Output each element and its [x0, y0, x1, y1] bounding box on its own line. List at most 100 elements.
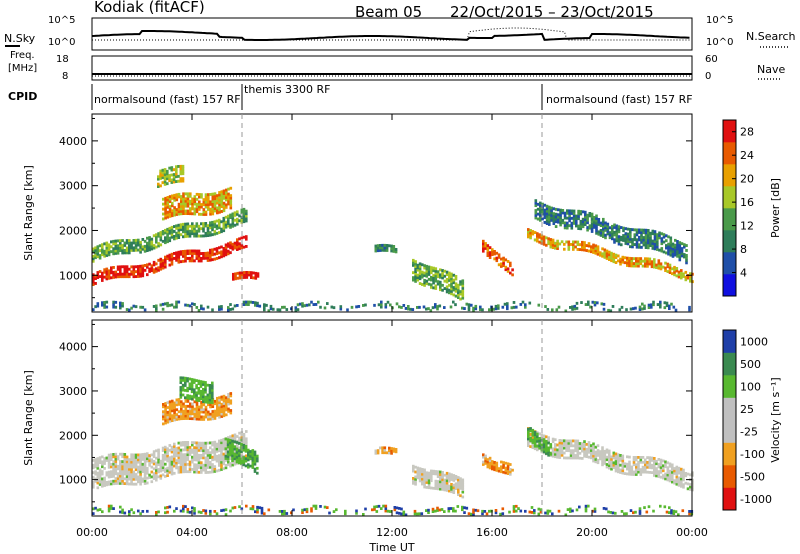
data-cell	[119, 301, 122, 305]
data-cell	[132, 463, 136, 467]
data-cell	[662, 265, 665, 269]
data-cell	[107, 480, 111, 484]
data-cell	[213, 467, 217, 471]
data-cell	[258, 304, 262, 308]
data-cell	[551, 440, 555, 443]
data-cell	[485, 512, 489, 516]
data-cell	[454, 487, 458, 490]
data-cell	[684, 481, 688, 485]
data-cell	[481, 308, 484, 312]
data-cell	[105, 305, 109, 309]
data-cell	[563, 221, 567, 225]
data-cell	[301, 304, 304, 308]
data-cell	[227, 242, 230, 246]
data-cell	[605, 507, 608, 511]
data-cell	[114, 275, 118, 279]
data-cell	[139, 477, 142, 481]
data-cell	[565, 446, 568, 450]
data-cell	[559, 216, 562, 219]
data-cell	[412, 271, 415, 275]
data-cell	[630, 259, 634, 263]
data-cell	[112, 479, 115, 483]
data-cell	[542, 242, 546, 246]
data-cell	[585, 455, 589, 458]
data-cell	[204, 468, 208, 472]
data-cell	[557, 213, 560, 217]
data-cell	[577, 217, 580, 221]
data-cell	[546, 308, 550, 311]
data-cell	[182, 443, 185, 447]
data-cell	[222, 249, 226, 253]
data-cell	[621, 459, 625, 463]
data-cell	[159, 243, 163, 247]
data-cell	[215, 219, 219, 223]
data-cell	[443, 478, 447, 482]
data-cell	[571, 509, 574, 513]
data-cell	[539, 201, 542, 205]
data-cell	[213, 199, 217, 203]
data-cell	[667, 235, 670, 239]
data-cell	[251, 454, 255, 457]
data-cell	[152, 263, 156, 267]
data-cell	[215, 459, 219, 463]
data-cell	[215, 224, 219, 228]
data-cell	[245, 430, 248, 433]
data-region-10	[534, 199, 688, 265]
data-cell	[186, 396, 189, 400]
data-cell	[227, 200, 230, 203]
data-cell	[132, 272, 136, 276]
data-cell	[418, 472, 422, 475]
data-cell	[594, 244, 598, 248]
data-cell	[467, 305, 471, 309]
data-cell	[584, 504, 588, 508]
data-cell	[157, 177, 160, 181]
data-cell	[92, 471, 95, 474]
data-cell	[666, 471, 670, 474]
colorbar-tick-label-3: 100	[740, 380, 761, 393]
data-cell	[421, 472, 424, 476]
data-cell	[385, 249, 389, 252]
data-cell	[152, 460, 156, 463]
data-cell	[488, 509, 491, 513]
data-cell	[570, 209, 574, 213]
data-cell	[96, 481, 100, 485]
data-cell	[617, 470, 620, 474]
data-cell	[195, 232, 199, 236]
data-cell	[533, 447, 537, 451]
data-cell	[119, 275, 122, 279]
data-cell	[128, 463, 131, 466]
data-cell	[182, 235, 185, 239]
data-region-7	[412, 258, 465, 301]
data-cell	[155, 461, 158, 465]
data-cell	[197, 466, 201, 469]
data-cell	[376, 451, 380, 455]
data-cell	[427, 474, 431, 477]
data-cell	[155, 469, 158, 472]
data-cell	[577, 227, 580, 230]
data-cell	[414, 279, 417, 283]
data-cell	[105, 241, 109, 245]
data-cell	[434, 482, 438, 486]
data-cell	[242, 458, 246, 462]
data-cell	[664, 475, 667, 478]
data-cell	[635, 468, 638, 471]
data-cell	[161, 302, 165, 306]
data-cell	[436, 282, 440, 286]
data-cell	[256, 454, 259, 458]
data-cell	[556, 453, 559, 457]
data-cell	[500, 265, 503, 268]
data-cell	[603, 454, 607, 458]
data-cell	[414, 475, 417, 479]
data-cell	[638, 512, 642, 515]
data-cell	[436, 482, 440, 486]
data-cell	[125, 270, 129, 274]
data-cell	[506, 260, 510, 263]
data-cell	[146, 457, 149, 460]
data-cell	[461, 289, 465, 293]
data-cell	[689, 274, 692, 278]
data-cell	[680, 477, 683, 481]
cpid-segment-2: themis 3300 RF	[244, 83, 331, 96]
data-cell	[637, 262, 640, 266]
data-cell	[434, 487, 438, 490]
data-cell	[528, 510, 532, 514]
